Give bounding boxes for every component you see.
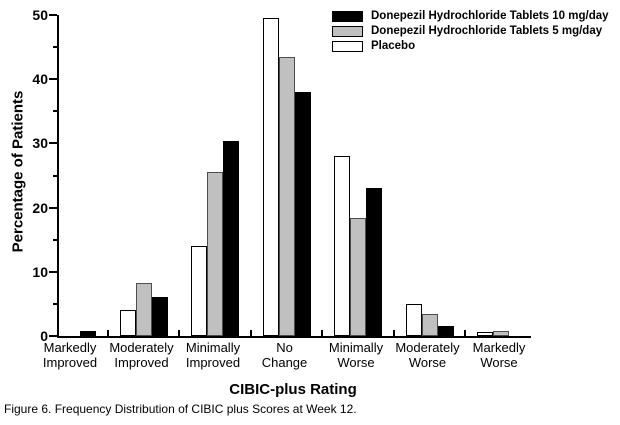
figure-caption: Figure 6. Frequency Distribution of CIBI… <box>4 402 357 416</box>
x-category-label-line: Markedly <box>472 340 526 355</box>
x-category-label-line: Minimally <box>185 340 241 355</box>
x-category-label: No Change <box>242 340 328 370</box>
legend-swatch <box>332 26 363 37</box>
x-category-label: Markedly Improved <box>27 340 113 370</box>
x-boundary-tick <box>392 330 395 336</box>
bar <box>350 217 366 336</box>
x-category-label: Minimally Worse <box>313 340 399 370</box>
y-minor-tick <box>53 174 57 177</box>
bar <box>437 326 454 336</box>
x-category-label-line: No <box>276 340 293 355</box>
legend-label: Placebo <box>371 40 416 52</box>
x-category-label-line: Improved <box>114 355 169 370</box>
bar <box>135 282 152 336</box>
y-tick-label: 50 <box>32 7 48 23</box>
x-axis-title: CIBIC-plus Rating <box>229 381 357 398</box>
x-category-label-line: Markedly <box>43 340 97 355</box>
legend-label: Donepezil Hydrochloride Tablets 10 mg/da… <box>371 10 609 22</box>
y-major-tick <box>49 78 57 81</box>
y-major-tick <box>49 270 57 273</box>
bar <box>294 92 311 336</box>
bar <box>262 18 279 336</box>
bar <box>207 172 223 336</box>
x-category-label: Moderately Improved <box>99 340 185 370</box>
bar <box>421 313 438 336</box>
x-category-label-line: Worse <box>408 355 447 370</box>
legend-row: Placebo <box>332 39 609 54</box>
x-category-label: Minimally Improved <box>170 340 256 370</box>
bar <box>405 303 422 336</box>
y-tick-label: 20 <box>32 199 48 216</box>
bar <box>119 310 136 336</box>
y-minor-tick <box>53 302 57 305</box>
x-category-label-line: Moderately <box>395 340 460 355</box>
x-category-label: Moderately Worse <box>385 340 471 370</box>
y-major-tick <box>49 142 57 145</box>
bar <box>151 297 168 336</box>
y-minor-tick <box>53 110 57 113</box>
x-boundary-tick <box>106 330 109 336</box>
x-category-label-line: Worse <box>337 355 375 370</box>
x-category-label-line: Improved <box>42 355 98 370</box>
legend-label: Donepezil Hydrochloride Tablets 5 mg/day <box>371 25 603 37</box>
y-major-tick <box>49 335 57 337</box>
bar <box>366 188 382 336</box>
x-category-label-line: Improved <box>185 355 241 370</box>
y-tick-label: 0 <box>40 328 48 344</box>
legend-row: Donepezil Hydrochloride Tablets 5 mg/day <box>332 24 609 39</box>
y-axis-title: Percentage of Patients <box>9 90 27 253</box>
bar <box>493 330 509 336</box>
y-tick-label: 40 <box>32 71 48 88</box>
legend-row: Donepezil Hydrochloride Tablets 10 mg/da… <box>332 9 609 24</box>
x-category-label-line: Moderately <box>109 340 174 355</box>
y-tick-label: 30 <box>32 135 48 152</box>
legend-swatch <box>332 41 363 52</box>
y-major-tick <box>49 206 57 209</box>
x-category-label: Markedly Worse <box>456 340 542 370</box>
bar <box>477 331 493 336</box>
y-minor-tick <box>53 46 57 49</box>
legend-swatch <box>332 11 363 22</box>
bar <box>223 141 239 336</box>
legend: Donepezil Hydrochloride Tablets 10 mg/da… <box>332 9 609 54</box>
bar <box>191 246 207 336</box>
y-tick-label: 10 <box>32 263 48 280</box>
y-minor-tick <box>53 238 57 241</box>
x-boundary-tick <box>464 330 467 336</box>
x-boundary-tick <box>321 330 324 336</box>
bar <box>334 156 350 336</box>
plot-area <box>49 14 531 338</box>
x-category-label-line: Change <box>261 355 308 370</box>
bar <box>80 330 96 336</box>
bar <box>278 56 295 336</box>
x-category-label-line: Worse <box>480 355 518 370</box>
x-boundary-tick <box>178 330 181 336</box>
x-category-label-line: Minimally <box>328 340 384 355</box>
y-major-tick <box>49 14 57 16</box>
x-boundary-tick <box>249 330 252 336</box>
